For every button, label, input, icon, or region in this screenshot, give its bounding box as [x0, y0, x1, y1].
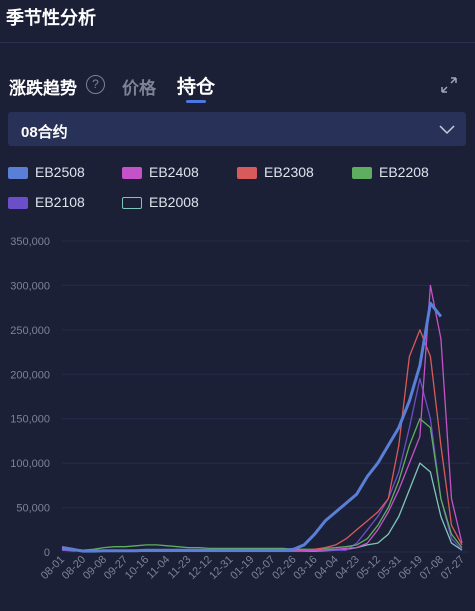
series-line: [61, 301, 443, 553]
dropdown-text: 08合约: [21, 124, 68, 141]
help-icon[interactable]: ?: [86, 75, 105, 94]
series-line: [61, 418, 463, 551]
y-tick-label: 300,000: [10, 280, 50, 292]
x-tick-label: 11-04: [145, 554, 173, 582]
y-tick-label: 150,000: [10, 414, 50, 426]
legend-label[interactable]: EB2408: [149, 164, 199, 180]
series-line: [61, 329, 463, 552]
legend-label[interactable]: EB2308: [264, 164, 314, 180]
y-tick-label: 250,000: [10, 325, 50, 337]
legend-label[interactable]: EB2508: [35, 164, 85, 180]
tab[interactable]: 涨跌趋势: [9, 79, 77, 98]
legend-swatch[interactable]: [8, 167, 28, 179]
tab-underline: [186, 100, 206, 103]
x-tick-label: 10-16: [123, 554, 151, 582]
y-tick-label: 50,000: [16, 503, 50, 515]
y-tick-label: 100,000: [10, 458, 50, 470]
chevron: [439, 125, 455, 135]
legend-label[interactable]: EB2208: [379, 164, 429, 180]
tab[interactable]: 价格: [122, 79, 156, 98]
series-line: [62, 378, 463, 552]
separator: [0, 42, 475, 43]
legend-label[interactable]: EB2008: [149, 194, 199, 210]
y-tick-label: 200,000: [10, 369, 50, 381]
chart: 0 50,000 100,000 150,000 200,000 250,000 300,0…: [10, 236, 470, 582]
legend-swatch[interactable]: [352, 167, 372, 179]
tab-active[interactable]: 持仓: [177, 77, 216, 98]
y-tick-label: 350,000: [10, 236, 50, 248]
expand-icon[interactable]: [440, 76, 458, 94]
y-tick-label: 0: [44, 547, 50, 559]
page-title: 季节性分析: [6, 8, 96, 28]
dropdown[interactable]: [8, 112, 466, 146]
legend-swatch[interactable]: [122, 197, 142, 209]
legend-label[interactable]: EB2108: [35, 194, 85, 210]
legend-swatch[interactable]: [237, 167, 257, 179]
x-tick-label: 07-27: [439, 554, 467, 582]
legend-swatch[interactable]: [8, 197, 28, 209]
legend-swatch[interactable]: [122, 167, 142, 179]
